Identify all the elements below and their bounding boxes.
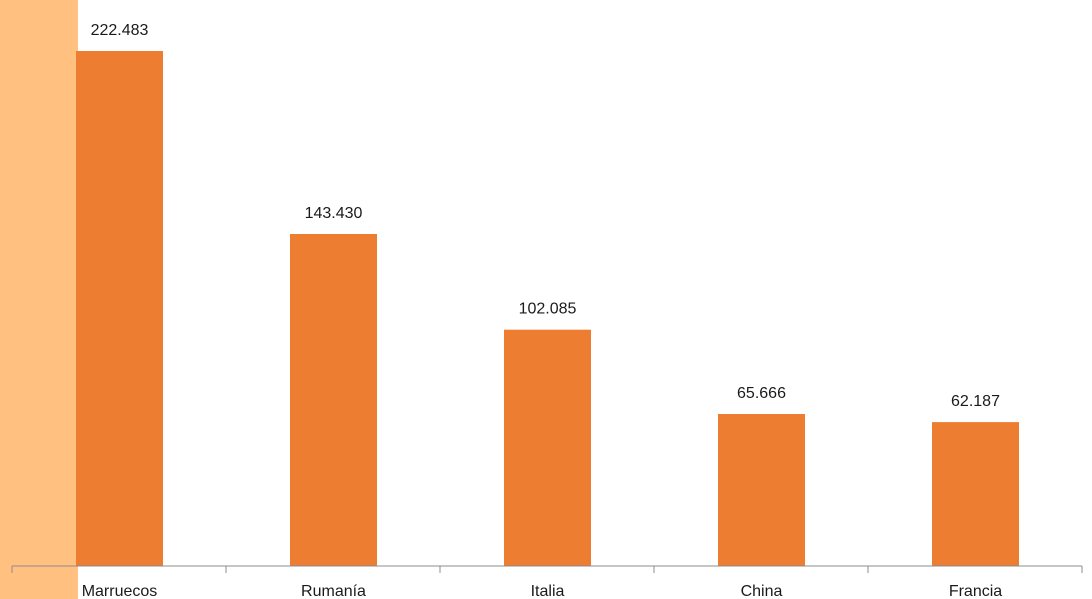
bar-china	[718, 414, 805, 566]
x-tick-label: Rumanía	[301, 583, 366, 599]
data-label: 62.187	[951, 393, 1000, 410]
bar-francia	[932, 422, 1019, 566]
side-highlight-band	[0, 0, 78, 599]
x-axis-tick-labels: Marruecos Rumanía Italia China Francia	[82, 583, 1003, 599]
data-label: 65.666	[737, 385, 786, 402]
data-label: 102.085	[519, 301, 577, 318]
bars-layer	[76, 51, 1019, 566]
x-axis-ticks	[11, 566, 1083, 573]
x-tick-label: Italia	[531, 583, 565, 599]
x-tick-label: Marruecos	[82, 583, 158, 599]
data-label: 143.430	[305, 205, 363, 222]
data-label: 222.483	[91, 22, 149, 39]
bar-rumania	[290, 234, 377, 566]
x-tick-label: Francia	[949, 583, 1002, 599]
data-labels-layer: 222.483 143.430 102.085 65.666 62.187	[91, 22, 1000, 410]
bar-marruecos	[76, 51, 163, 566]
x-tick-label: China	[741, 583, 783, 599]
bar-italia	[504, 329, 591, 566]
